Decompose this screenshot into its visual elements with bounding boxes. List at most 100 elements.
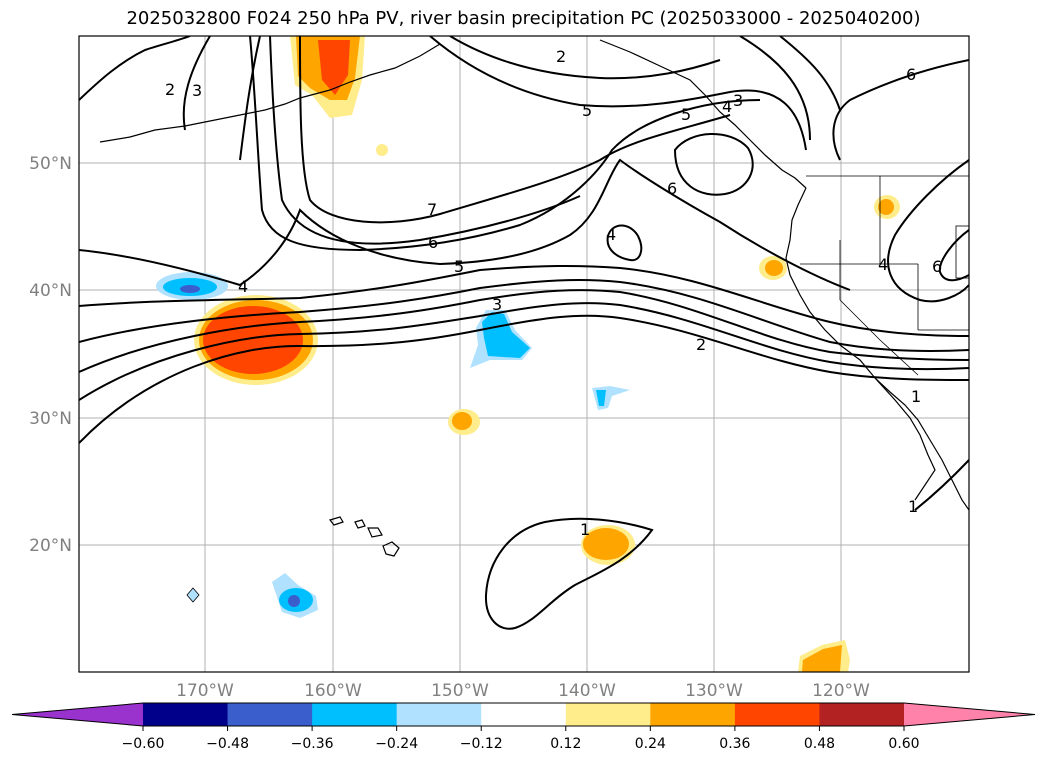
contour-label: 2 — [696, 335, 706, 354]
hawaii-island — [382, 541, 400, 557]
colorbar-tick-label: −0.48 — [206, 736, 249, 752]
colorbar-segment — [227, 703, 313, 726]
coastlines — [99, 39, 969, 557]
colorbar-segment — [819, 703, 905, 726]
colorbar-tick-label: 0.36 — [719, 736, 750, 752]
pv-contour — [914, 459, 969, 511]
anomaly-blob — [482, 312, 530, 358]
pv-contour — [79, 289, 969, 373]
pv-contour — [79, 264, 969, 337]
anomaly-blob — [288, 595, 300, 607]
state-border — [839, 299, 919, 376]
pv-contour — [79, 279, 969, 353]
lat-label: 20°N — [29, 536, 72, 556]
panhandle-coast — [599, 39, 807, 189]
colorbar-segment — [481, 703, 567, 726]
contour-label: 2 — [556, 47, 566, 66]
lon-label: 160°W — [304, 681, 362, 701]
contour-label: 1 — [911, 387, 921, 406]
pv-contour — [449, 36, 721, 80]
pv-contour — [239, 36, 261, 161]
contour-label: 1 — [580, 520, 590, 539]
pv-contour — [887, 159, 969, 303]
colorbar-extend-low — [12, 703, 143, 726]
pv-contour — [606, 224, 643, 262]
hawaii-island — [328, 516, 344, 526]
pv-contour — [269, 36, 581, 245]
colorbar-segment — [650, 703, 736, 726]
lon-label: 150°W — [431, 681, 489, 701]
anomaly-blob — [203, 306, 303, 374]
contour-label: 3 — [192, 81, 202, 100]
contour-label: 2 — [165, 80, 175, 99]
colorbar-segment — [565, 703, 651, 726]
anomaly-blob — [596, 390, 606, 406]
anomaly-blob — [765, 260, 783, 276]
colorbar-extend-high — [904, 703, 1035, 726]
contour-label: 7 — [427, 200, 437, 219]
lon-labels: 170°W 160°W 150°W 140°W 130°W 120°W — [176, 681, 870, 701]
contour-label: 5 — [454, 257, 464, 276]
colorbar-tick-label: −0.12 — [460, 736, 503, 752]
contour-label: 3 — [733, 91, 743, 110]
anomaly-blob — [878, 199, 894, 215]
pv-contour — [79, 158, 851, 291]
lat-label: 50°N — [29, 154, 72, 174]
lat-label: 40°N — [29, 281, 72, 301]
pv-contour — [79, 302, 969, 401]
colorbar-tick-label: −0.24 — [375, 736, 418, 752]
anomaly-blob — [452, 412, 472, 430]
pv-contour — [182, 36, 211, 131]
colorbar: −0.60 −0.48 −0.36 −0.24 −0.12 0.12 0.24 0.36 0.4… — [11, 702, 1036, 752]
colorbar-tick-label: −0.60 — [122, 736, 165, 752]
contour-label: 4 — [238, 277, 248, 296]
contour-label: 5 — [582, 101, 592, 120]
pv-contour — [79, 36, 191, 101]
us-west-coast — [785, 187, 969, 511]
lon-label: 140°W — [558, 681, 616, 701]
lon-label: 170°W — [176, 681, 234, 701]
contour-label: 5 — [681, 105, 691, 124]
contour-label: 6 — [906, 65, 916, 84]
anomaly-blob — [318, 40, 350, 95]
shaded-anomalies — [156, 36, 900, 672]
pv-contour — [484, 517, 654, 630]
pv-contour — [429, 36, 807, 151]
anomaly-blob — [180, 285, 200, 293]
contour-label: 3 — [492, 295, 502, 314]
lon-label: 130°W — [685, 681, 743, 701]
contour-labels: 2 3 4 5 6 7 3 2 1 4 5 6 4 6 5 3 4 2 6 1 … — [165, 47, 942, 539]
colorbar-segment — [143, 703, 229, 726]
contour-label: 6 — [428, 233, 438, 252]
contour-label: 4 — [878, 255, 888, 274]
map-frame — [78, 35, 970, 673]
map-title: 2025032800 F024 250 hPa PV, river basin … — [126, 8, 921, 29]
lat-labels: 50°N 40°N 30°N 20°N — [29, 154, 72, 556]
pv-contour — [673, 133, 754, 196]
baja-coast — [874, 377, 936, 501]
pv-contour — [779, 36, 841, 111]
pv-contour — [739, 36, 811, 141]
colorbar-tick-label: 0.24 — [635, 736, 666, 752]
aleutian-coast — [99, 43, 441, 143]
anomaly-blob — [186, 587, 200, 603]
colorbar-tick-label: 0.48 — [804, 736, 835, 752]
pv-contour — [249, 36, 761, 252]
lon-label: 120°W — [812, 681, 870, 701]
anomaly-blob — [376, 144, 388, 156]
pv-contour — [938, 229, 969, 282]
contour-label: 4 — [606, 225, 616, 244]
anomaly-blob — [802, 645, 842, 672]
pv-contour — [299, 36, 731, 224]
colorbar-tick-label: 0.60 — [888, 736, 919, 752]
colorbar-segment — [396, 703, 482, 726]
anomaly-blob — [583, 528, 629, 560]
hawaii-island — [354, 519, 366, 529]
pv-contours — [79, 36, 969, 630]
colorbar-tick-label: 0.12 — [550, 736, 581, 752]
lat-label: 30°N — [29, 409, 72, 429]
political-borders — [800, 175, 969, 376]
contour-label: 4 — [722, 97, 732, 116]
contour-label: 6 — [932, 257, 942, 276]
